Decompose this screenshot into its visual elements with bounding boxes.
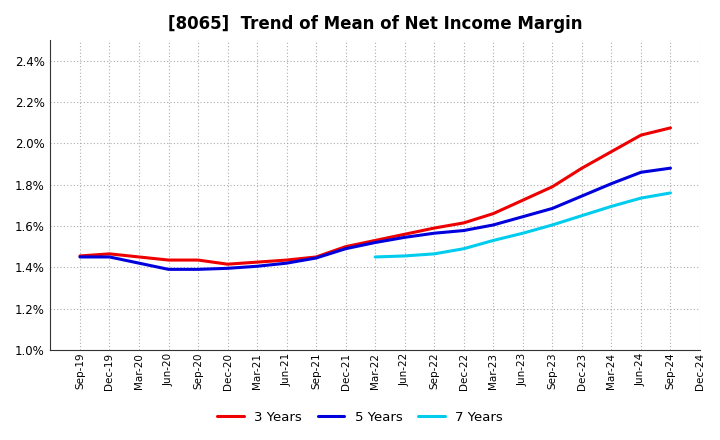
3 Years [607,149,616,154]
Line: 3 Years: 3 Years [80,128,670,264]
3 Years [105,251,114,257]
5 Years [341,246,350,251]
5 Years [312,255,320,260]
5 Years [371,240,379,245]
3 Years [400,231,409,237]
Line: 5 Years: 5 Years [80,168,670,269]
7 Years [636,195,645,201]
3 Years [666,125,675,131]
3 Years [76,253,84,259]
5 Years [459,228,468,233]
5 Years [135,260,143,266]
3 Years [548,184,557,189]
5 Years [76,254,84,260]
3 Years [312,254,320,260]
3 Years [135,254,143,260]
5 Years [518,214,527,219]
5 Years [223,266,232,271]
5 Years [164,267,173,272]
5 Years [282,260,291,266]
3 Years [371,238,379,243]
3 Years [341,244,350,249]
5 Years [636,170,645,175]
7 Years [548,222,557,227]
7 Years [518,231,527,236]
7 Years [489,238,498,243]
7 Years [459,246,468,251]
7 Years [607,204,616,209]
5 Years [666,165,675,171]
Legend: 3 Years, 5 Years, 7 Years: 3 Years, 5 Years, 7 Years [212,405,508,429]
5 Years [400,235,409,240]
7 Years [371,254,379,260]
5 Years [577,194,586,199]
5 Years [489,222,498,227]
3 Years [223,261,232,267]
7 Years [400,253,409,259]
3 Years [636,132,645,138]
5 Years [253,264,261,269]
3 Years [489,211,498,216]
5 Years [607,181,616,186]
7 Years [577,213,586,218]
3 Years [577,165,586,171]
3 Years [430,225,438,231]
Title: [8065]  Trend of Mean of Net Income Margin: [8065] Trend of Mean of Net Income Margi… [168,15,582,33]
7 Years [430,251,438,257]
5 Years [548,206,557,211]
5 Years [194,267,202,272]
3 Years [282,257,291,263]
7 Years [666,190,675,195]
3 Years [164,257,173,263]
Line: 7 Years: 7 Years [375,193,670,257]
5 Years [105,254,114,260]
3 Years [194,257,202,263]
3 Years [253,260,261,265]
3 Years [518,198,527,203]
3 Years [459,220,468,226]
5 Years [430,231,438,236]
